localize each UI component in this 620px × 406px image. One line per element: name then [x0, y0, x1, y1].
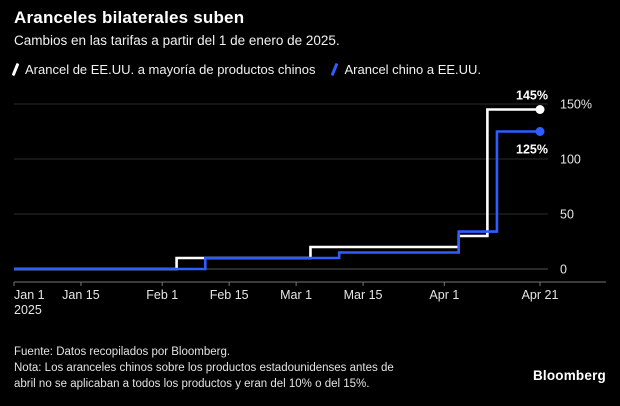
x-axis-label: Mar 15 — [344, 288, 383, 302]
x-axis-label: Feb 1 — [146, 288, 178, 302]
bloomberg-logo: Bloomberg — [532, 368, 606, 383]
y-axis-label: 100 — [560, 153, 581, 167]
x-axis-label: Feb 15 — [210, 288, 249, 302]
series-end-dot — [535, 127, 545, 136]
legend-label-china: Arancel chino a EE.UU. — [344, 62, 482, 77]
legend-item-china: Arancel chino a EE.UU. — [331, 62, 482, 77]
footnote-line-1: Nota: Los aranceles chinos sobre los pro… — [14, 362, 394, 374]
legend-item-us: Arancel de EE.UU. a mayoría de productos… — [11, 62, 316, 77]
x-axis-label: Apr 21 — [522, 288, 559, 302]
legend: Arancel de EE.UU. a mayoría de productos… — [11, 62, 482, 77]
legend-label-us: Arancel de EE.UU. a mayoría de productos… — [25, 62, 316, 77]
series-end-dot — [535, 105, 545, 114]
series-end-label: 125% — [516, 143, 548, 157]
footer: Fuente: Datos recopilados por Bloomberg.… — [14, 344, 394, 392]
series-line — [14, 108, 540, 271]
page-title: Aranceles bilaterales suben — [14, 8, 245, 27]
china-series-marker-icon — [331, 62, 339, 77]
source-note: Fuente: Datos recopilados por Bloomberg. — [14, 346, 231, 358]
y-axis-label: 0 — [560, 263, 567, 277]
us-series-marker-icon — [11, 62, 20, 77]
x-axis-label: Mar 1 — [280, 288, 312, 302]
series-end-label: 145% — [516, 89, 548, 103]
x-axis-label: Jan 1 — [14, 288, 45, 302]
x-axis-label: Apr 1 — [429, 288, 459, 302]
series-line — [14, 130, 540, 271]
footnote-line-2: abril no se aplicaban a todos los produc… — [14, 378, 370, 390]
page-subtitle: Cambios en las tarifas a partir del 1 de… — [14, 33, 340, 48]
x-axis-sublabel: 2025 — [14, 303, 42, 317]
x-axis-label: Jan 15 — [62, 288, 100, 302]
y-axis-label: 150% — [560, 98, 592, 112]
y-axis-label: 50 — [560, 208, 574, 222]
